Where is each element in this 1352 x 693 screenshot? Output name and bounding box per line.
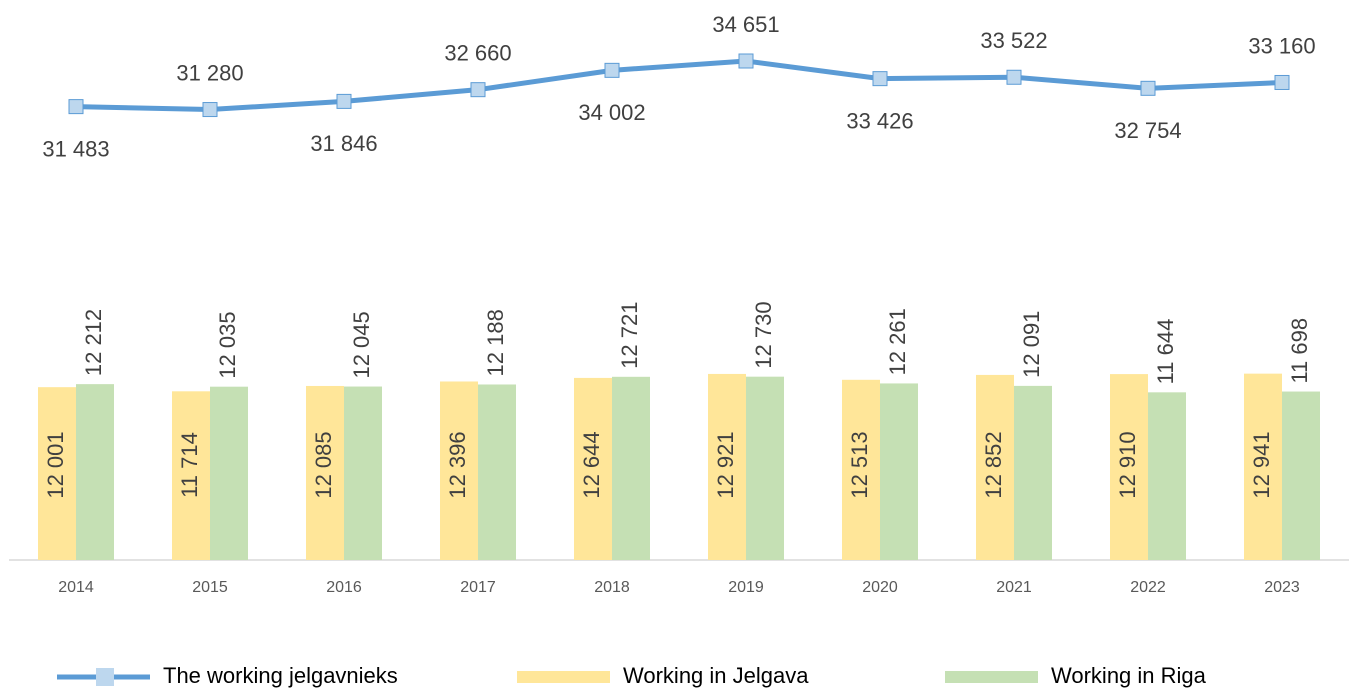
bar xyxy=(574,377,612,560)
bar xyxy=(612,376,650,560)
data-label: 11 644 xyxy=(1153,319,1178,385)
data-label: 33 522 xyxy=(980,28,1047,53)
marker xyxy=(470,82,486,98)
marker xyxy=(336,93,352,109)
data-label: 12 513 xyxy=(847,431,872,498)
data-label: 12 852 xyxy=(981,431,1006,498)
data-label: 12 085 xyxy=(311,431,336,498)
bar xyxy=(1148,392,1186,560)
bar xyxy=(38,387,76,560)
data-label: 12 721 xyxy=(617,302,642,369)
bar xyxy=(210,386,248,560)
marker xyxy=(872,71,888,87)
marker xyxy=(202,102,218,118)
x-tick-label: 2016 xyxy=(326,579,362,596)
data-label: 34 002 xyxy=(578,100,645,125)
data-label: 12 910 xyxy=(1115,431,1140,498)
bar xyxy=(880,383,918,560)
x-tick-label: 2014 xyxy=(58,579,94,596)
data-label: 12 644 xyxy=(579,431,604,498)
x-tick-label: 2021 xyxy=(996,579,1032,596)
x-tick-label: 2017 xyxy=(460,579,496,596)
bar xyxy=(1282,391,1320,560)
marker xyxy=(738,53,754,69)
marker xyxy=(1140,80,1156,96)
data-label: 34 651 xyxy=(712,12,779,37)
data-label: 32 660 xyxy=(444,40,511,65)
data-label: 12 261 xyxy=(885,308,910,375)
x-tick-label: 2022 xyxy=(1130,579,1166,596)
x-tick-label: 2019 xyxy=(728,579,764,596)
x-tick-label: 2023 xyxy=(1264,579,1300,596)
data-label: 31 846 xyxy=(310,131,377,156)
bar xyxy=(842,379,880,560)
data-label: 11 698 xyxy=(1287,318,1312,384)
legend-swatch xyxy=(517,671,610,683)
data-label: 31 483 xyxy=(42,136,109,161)
x-tick-label: 2018 xyxy=(594,579,630,596)
data-label: 12 035 xyxy=(215,311,240,378)
legend-label: Working in Riga xyxy=(1051,663,1207,688)
bar xyxy=(708,373,746,560)
x-tick-label: 2015 xyxy=(192,579,228,596)
bar xyxy=(76,384,114,560)
marker xyxy=(1006,69,1022,85)
data-label: 12 921 xyxy=(713,431,738,498)
bar xyxy=(1244,373,1282,560)
data-label: 12 091 xyxy=(1019,311,1044,378)
data-label: 33 426 xyxy=(846,108,913,133)
data-label: 11 714 xyxy=(177,432,202,498)
marker xyxy=(1274,74,1290,90)
bar xyxy=(440,381,478,560)
bar xyxy=(344,386,382,560)
legend-label: The working jelgavnieks xyxy=(163,663,398,688)
marker xyxy=(604,62,620,78)
data-label: 12 396 xyxy=(445,431,470,498)
bar xyxy=(478,384,516,560)
line xyxy=(75,58,1283,113)
data-label: 12 045 xyxy=(349,311,374,378)
x-tick-label: 2020 xyxy=(862,579,898,596)
legend-label: Working in Jelgava xyxy=(623,663,809,688)
bar xyxy=(306,385,344,560)
marker xyxy=(68,99,84,115)
bar xyxy=(172,391,210,560)
data-label: 33 160 xyxy=(1248,33,1315,58)
data-label: 12 730 xyxy=(751,301,776,368)
legend-swatch xyxy=(96,668,114,686)
data-label: 31 280 xyxy=(176,60,243,85)
bar xyxy=(1014,385,1052,560)
data-label: 12 941 xyxy=(1249,431,1274,498)
data-label: 12 188 xyxy=(483,309,508,376)
bar xyxy=(976,374,1014,560)
bar xyxy=(746,376,784,560)
data-label: 12 001 xyxy=(43,431,68,498)
data-label: 32 754 xyxy=(1114,118,1181,143)
data-label: 12 212 xyxy=(81,309,106,376)
legend-swatch xyxy=(945,671,1038,683)
bar xyxy=(1110,374,1148,560)
